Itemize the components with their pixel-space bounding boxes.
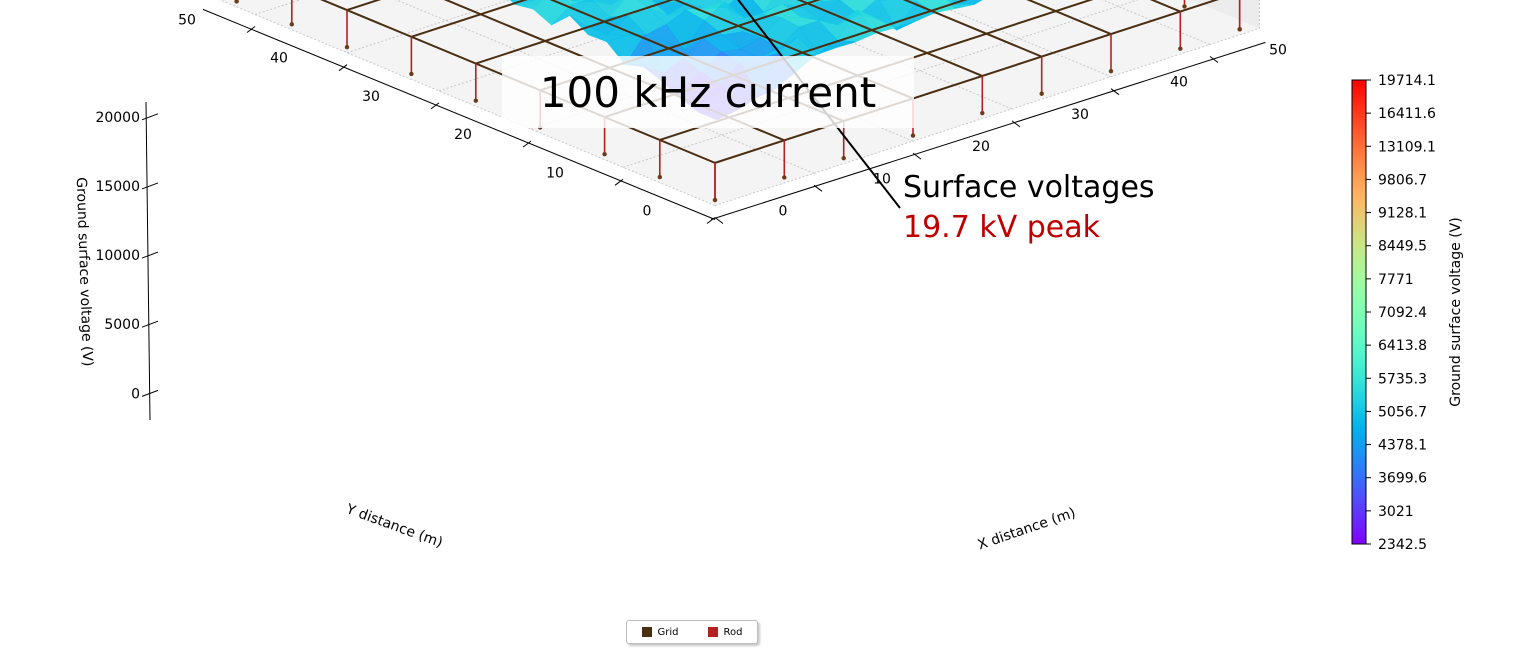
y-tick <box>430 102 440 110</box>
ground-rod-tip <box>473 98 478 103</box>
ground-rod-tip <box>409 71 414 77</box>
x-tick <box>813 184 823 192</box>
y-tick-label: 20 <box>454 127 472 143</box>
ground-rod-tip <box>980 110 985 116</box>
annotation-arrow-line <box>737 0 901 209</box>
z-tick-label: 10000 <box>95 248 140 264</box>
ground-rod-tip <box>910 133 916 138</box>
y-tick <box>614 178 624 186</box>
x-axis-label: X distance (m) <box>976 505 1078 553</box>
z-axis-label: Ground surface voltage (V) <box>73 177 96 367</box>
x-tick-label: 30 <box>1071 107 1089 123</box>
grid-conductor <box>475 0 675 65</box>
z-tick-label: 20000 <box>95 110 140 126</box>
colorbar-tick-label: 6413.8 <box>1378 338 1427 354</box>
x-tick <box>1110 88 1120 96</box>
colorbar-tick-label: 7771 <box>1378 272 1414 288</box>
grid-conductor <box>411 0 528 38</box>
z-tick <box>141 251 159 259</box>
colorbar-tick-label: 3699.6 <box>1378 471 1427 487</box>
colorbar-tick-label: 9128.1 <box>1378 206 1427 222</box>
x-tick-label: 0 <box>779 204 788 220</box>
legend-label-grid: Grid <box>657 626 679 638</box>
legend-label-rod: Rod <box>723 626 743 638</box>
y-tick-label: 0 <box>643 204 652 220</box>
colorbar-tick-label: 4378.1 <box>1378 438 1427 454</box>
legend-item-rod: Rod <box>707 626 743 638</box>
z-tick-label: 0 <box>131 386 140 402</box>
x-tick-label: 20 <box>972 139 990 155</box>
colorbar-tick-label: 3021 <box>1378 504 1414 520</box>
ground-rod-tip <box>657 174 662 180</box>
ground-rod-tip <box>1237 27 1242 32</box>
y-tick-label: 10 <box>546 165 564 181</box>
back-right-pane <box>1191 0 1260 29</box>
x-tick-label: 10 <box>873 171 891 187</box>
y-tick-label: 30 <box>362 89 380 105</box>
ground-rod-tip <box>712 197 718 203</box>
x-tick-label: 50 <box>1269 43 1287 59</box>
grid-conductor <box>902 0 1043 58</box>
y-tick <box>246 26 256 33</box>
ground-rod-tip <box>234 0 239 4</box>
z-tick <box>141 182 159 190</box>
grid-conductor <box>714 0 1219 164</box>
y-tick <box>522 140 532 148</box>
colorbar-tick-label: 8449.5 <box>1378 239 1427 255</box>
ground-rod-tip <box>602 151 607 157</box>
ground-rod-tip <box>1039 91 1044 96</box>
z-axis-line <box>145 101 151 421</box>
colorbar <box>1351 79 1367 545</box>
ground-rod-tip <box>289 22 294 27</box>
ground-rod-tip <box>1182 4 1187 9</box>
x-axis-line <box>710 41 1266 220</box>
surface-voltage-annotation: Surface voltages 19.7 kV peak <box>903 168 1155 248</box>
colorbar-label: Ground surface voltage (V) <box>1448 217 1464 406</box>
y-tick-label: 40 <box>270 51 288 67</box>
colorbar-tick-label: 16411.6 <box>1378 106 1436 122</box>
chart-legend: Grid Rod <box>626 620 758 644</box>
legend-swatch-grid <box>641 627 652 637</box>
ground-rod-tip <box>344 45 350 50</box>
z-tick-label: 5000 <box>104 317 140 333</box>
ground-rod-tip <box>841 155 846 161</box>
annotation-line-1: Surface voltages <box>903 170 1155 205</box>
colorbar-tick-label: 5056.7 <box>1378 404 1427 420</box>
y-axis-line <box>202 8 716 220</box>
grid-conductor <box>1026 0 1112 35</box>
z-tick <box>141 320 159 328</box>
y-axis-label: Y distance (m) <box>343 501 445 551</box>
colorbar-tick-label: 19714.1 <box>1378 73 1436 89</box>
ground-rod-tip <box>1108 69 1114 74</box>
legend-item-grid: Grid <box>641 626 679 638</box>
x-tick <box>714 217 724 224</box>
x-tick <box>912 152 922 160</box>
colorbar-tick-label: 9806.7 <box>1378 172 1427 188</box>
y-gridline <box>714 0 1260 206</box>
z-tick <box>141 389 159 397</box>
grid-conductor <box>796 0 983 77</box>
surface-facet <box>947 0 975 10</box>
colorbar-tick-label: 5735.3 <box>1378 371 1427 387</box>
colorbar-tick-label: 2342.5 <box>1378 537 1427 553</box>
y-tick-label: 50 <box>178 13 196 29</box>
ground-rod-tip <box>782 175 787 180</box>
annotation-peak-label: 19.7 kV peak <box>903 210 1101 245</box>
colorbar-tick-label: 13109.1 <box>1378 139 1436 155</box>
x-tick <box>1011 120 1021 128</box>
legend-swatch-rod <box>707 627 718 637</box>
ground-rod-tip <box>1178 46 1183 51</box>
surface-facet <box>752 0 773 13</box>
y-tick <box>706 217 716 224</box>
chart-title: 100 kHz current <box>502 56 914 128</box>
z-tick <box>141 113 159 121</box>
z-tick-label: 15000 <box>95 179 140 195</box>
colorbar-tick-label: 7092.4 <box>1378 305 1427 321</box>
x-tick <box>1209 56 1219 63</box>
y-tick <box>338 64 348 72</box>
x-tick-label: 40 <box>1170 75 1188 91</box>
